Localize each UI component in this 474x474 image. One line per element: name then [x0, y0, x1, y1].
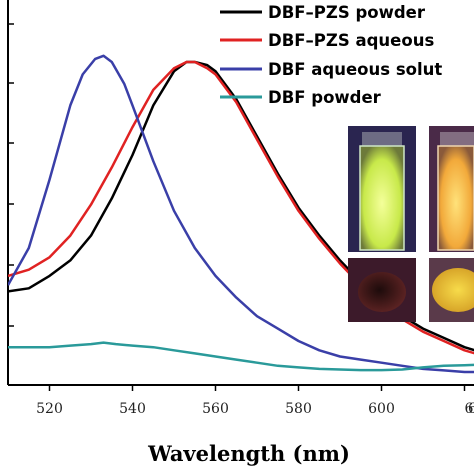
legend: DBF–PZS powder DBF–PZS aqueous DBF aqueo… [220, 3, 442, 107]
x-ticks: 520 540 560 580 600 6206 [36, 385, 474, 417]
legend-label: DBF powder [268, 88, 382, 107]
legend-label: DBF aqueous solut [268, 60, 442, 79]
legend-item: DBF–PZS aqueous [220, 31, 434, 50]
x-tick-label: 580 [285, 401, 312, 417]
legend-label: DBF–PZS powder [268, 3, 426, 22]
legend-item: DBF–PZS powder [220, 3, 426, 22]
series-line-1 [8, 60, 474, 355]
series-lines [8, 54, 474, 374]
series-line-0 [8, 60, 474, 352]
x-tick-label: 6 [468, 401, 474, 417]
x-axis-title: Wavelength (nm) [147, 441, 350, 466]
x-tick-label: 540 [119, 401, 146, 417]
inset-photos [348, 126, 474, 322]
legend-item: DBF powder [220, 88, 382, 107]
x-tick-label: 620 [465, 401, 474, 417]
legend-label: DBF–PZS aqueous [268, 31, 434, 50]
x-tick-label: 600 [368, 401, 395, 417]
vial-uv-green-photo [348, 126, 416, 252]
series-line-3 [8, 341, 474, 372]
x-tick-label: 560 [202, 401, 229, 417]
legend-item: DBF aqueous solut [220, 60, 442, 79]
y-ticks [8, 23, 14, 327]
axes: 520 540 560 580 600 6206 [7, 0, 474, 417]
vial-uv-orange-photo [429, 126, 474, 252]
powder-dark-photo [348, 258, 416, 322]
powder-yellow-photo [429, 258, 474, 322]
x-tick-label: 520 [36, 401, 63, 417]
